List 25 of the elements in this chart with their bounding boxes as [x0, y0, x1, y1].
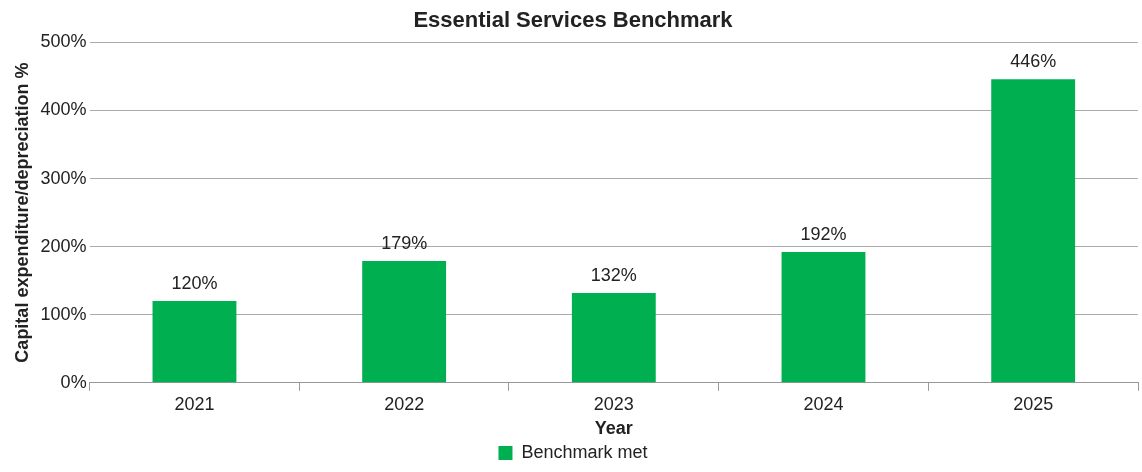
data-label: 120% — [171, 273, 218, 294]
y-tick-label: 500% — [40, 31, 87, 52]
y-tick-label: 100% — [40, 303, 87, 324]
data-label: 132% — [590, 264, 637, 285]
data-label: 192% — [800, 224, 847, 245]
x-axis-title: Year — [594, 418, 633, 439]
x-tick-label: 2022 — [384, 393, 425, 414]
y-tick-label: 300% — [40, 167, 87, 188]
bar — [991, 79, 1076, 383]
legend-label: Benchmark met — [521, 441, 648, 462]
x-tick-label: 2025 — [1013, 393, 1054, 414]
data-label: 446% — [1010, 51, 1057, 72]
x-tick-label: 2021 — [174, 393, 215, 414]
chart-title: Essential Services Benchmark — [413, 7, 734, 33]
data-label: 179% — [381, 232, 428, 253]
y-tick-label: 200% — [40, 235, 87, 256]
y-tick-label: 400% — [40, 99, 87, 120]
y-axis-title: Capital expenditure/depreciation % — [11, 62, 32, 363]
x-tick-label: 2023 — [593, 393, 634, 414]
x-tick-label: 2024 — [803, 393, 844, 414]
bar — [362, 260, 447, 383]
bar — [152, 301, 237, 383]
bar — [571, 292, 656, 383]
y-tick-label: 0% — [60, 371, 87, 392]
bar — [781, 252, 866, 383]
